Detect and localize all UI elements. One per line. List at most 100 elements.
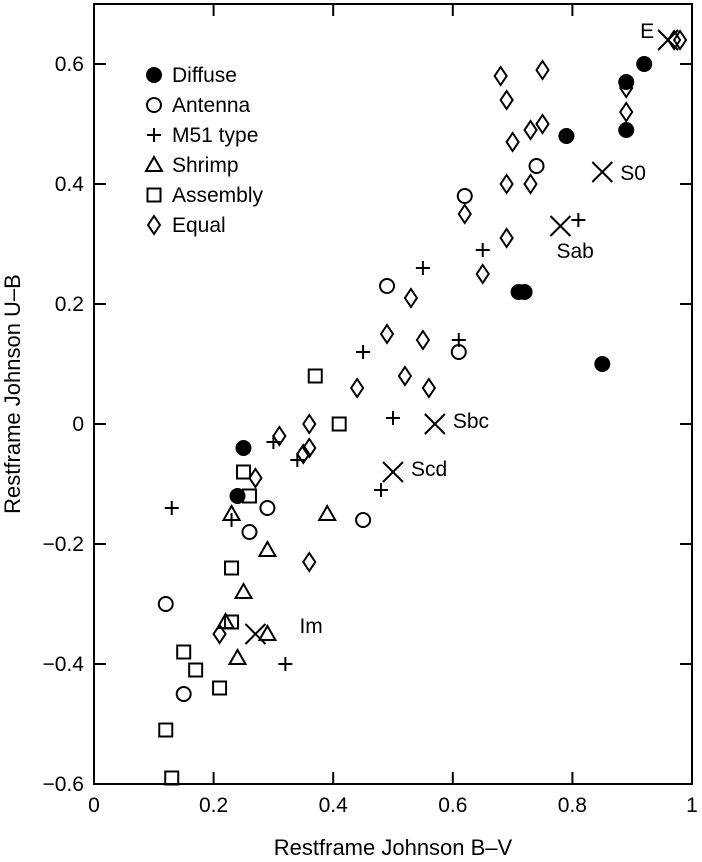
m51-type-point: [475, 243, 490, 257]
y-axis-title: Restframe Johnson U–B: [0, 274, 25, 514]
equal-point: [535, 59, 550, 81]
data-points: [157, 29, 688, 786]
equal-point: [248, 467, 263, 489]
equal-point: [397, 365, 413, 387]
equal-point: [523, 119, 538, 141]
m51-type-point: [278, 657, 293, 671]
shrimp-point: [227, 647, 248, 665]
antenna-point: [456, 188, 473, 204]
equal-point: [499, 227, 514, 249]
legend-label-diffuse: Diffuse: [172, 64, 237, 87]
equal-point: [535, 113, 550, 135]
equal-point: [493, 65, 508, 87]
equal-point: [421, 377, 437, 399]
equal-point: [619, 101, 634, 123]
equal-point: [415, 329, 431, 351]
equal-point: [475, 263, 490, 285]
diffuse-point: [636, 56, 653, 72]
assembly-point: [224, 614, 240, 630]
equal-point: [272, 425, 287, 447]
assembly-point: [212, 680, 228, 696]
equal-point: [302, 437, 317, 459]
y-tick-label: 0.4: [55, 173, 85, 196]
antenna-point: [175, 686, 192, 702]
reference-label-e: E: [640, 20, 654, 43]
y-tick-label: −0.4: [43, 653, 85, 676]
antenna-point: [379, 278, 396, 294]
m51-type-point: [571, 213, 586, 227]
reference-label-sab: Sab: [556, 240, 593, 263]
legend-marker-assembly: [146, 187, 162, 203]
x-tick-label: 0.2: [199, 794, 228, 817]
legend-label-shrimp: Shrimp: [172, 154, 239, 177]
assembly-point: [164, 770, 180, 786]
legend-marker-equal: [146, 214, 162, 236]
x-tick-label: 0.4: [319, 794, 349, 817]
axis-tick-labels: 0 0.2 0.4 0.6 0.8 1 −0.6 −0.4 −0.2 0 0.2 0.4 0.6: [43, 53, 698, 817]
legend-marker-diffuse: [146, 67, 162, 83]
equal-point: [349, 377, 365, 399]
m51-type-point: [451, 333, 466, 347]
diffuse-point: [235, 440, 252, 456]
legend-marker-shrimp: [144, 154, 164, 172]
m51-type-point: [164, 501, 179, 515]
legend-label-antenna: Antenna: [172, 94, 251, 117]
axis-ticks: [93, 4, 693, 785]
plot-frame: [93, 3, 693, 785]
antenna-point: [355, 512, 372, 528]
assembly-point: [158, 722, 174, 738]
assembly-point: [307, 368, 323, 384]
y-tick-label: 0.2: [55, 293, 84, 316]
reference-label-scd: Scd: [411, 458, 447, 481]
shrimp-point: [257, 539, 278, 557]
reference-marker-scd: [382, 461, 404, 483]
legend: Diffuse Antenna M51 type Shrimp Assembly Equa…: [144, 64, 264, 237]
equal-point: [379, 323, 395, 345]
equal-point: [302, 413, 317, 435]
diffuse-point: [229, 488, 246, 504]
assembly-point: [224, 560, 240, 576]
antenna-point: [450, 344, 467, 360]
equal-point: [619, 77, 634, 99]
antenna-point: [259, 500, 276, 516]
equal-point: [499, 89, 514, 111]
equal-point: [457, 203, 472, 225]
equal-point: [499, 173, 514, 195]
assembly-point: [331, 416, 347, 432]
legend-label-m51-type: M51 type: [172, 124, 258, 147]
diffuse-point: [558, 128, 575, 144]
y-tick-label: −0.6: [43, 773, 84, 796]
antenna-point: [241, 524, 258, 540]
antenna-point: [528, 158, 545, 174]
x-axis-title: Restframe Johnson B–V: [274, 835, 513, 860]
equal-point: [296, 443, 311, 465]
diffuse-point: [594, 356, 611, 372]
assembly-point: [176, 644, 192, 660]
legend-label-equal: Equal: [172, 214, 226, 237]
m51-type-point: [386, 411, 400, 425]
equal-point: [212, 623, 227, 645]
m51-type-point: [415, 261, 430, 275]
shrimp-point: [221, 503, 242, 521]
shrimp-point: [257, 623, 278, 641]
reference-label-im: Im: [299, 615, 322, 638]
equal-point: [302, 551, 317, 573]
equal-point: [403, 287, 419, 309]
reference-marker-im: [244, 623, 267, 645]
m51-type-point: [374, 483, 389, 497]
reference-marker-sab: [549, 215, 572, 237]
equal-point: [505, 131, 520, 153]
assembly-point: [236, 464, 251, 480]
assembly-point: [188, 662, 204, 678]
x-tick-label: 0.6: [438, 794, 467, 817]
m51-type-point: [356, 345, 371, 359]
x-tick-label: 1: [686, 794, 698, 817]
shrimp-point: [317, 503, 337, 521]
y-tick-label: 0: [72, 413, 84, 436]
x-tick-label: 0.8: [558, 794, 587, 817]
y-tick-label: −0.2: [43, 533, 84, 556]
x-tick-label: 0: [88, 794, 100, 817]
reference-marker-e: [657, 29, 679, 51]
legend-marker-m51-type: [147, 128, 161, 142]
